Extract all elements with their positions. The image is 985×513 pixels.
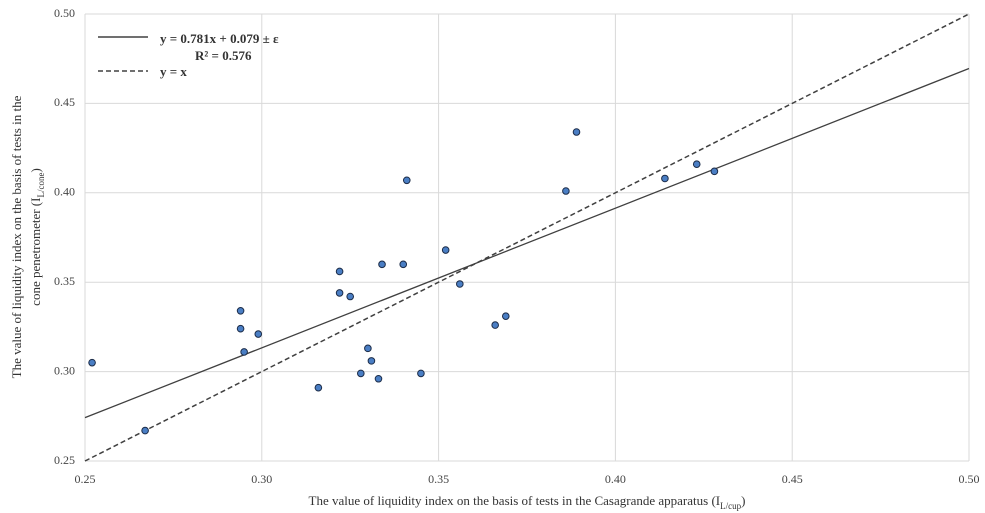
point	[572, 128, 581, 136]
point	[378, 260, 386, 269]
x-tick-label: 0.30	[251, 472, 272, 486]
point	[141, 426, 149, 435]
x-tick-label: 0.45	[782, 472, 803, 486]
point	[335, 267, 344, 276]
point	[357, 369, 365, 378]
x-tick-label: 0.35	[428, 472, 449, 486]
point	[441, 246, 450, 254]
point	[692, 160, 701, 168]
y-tick-label: 0.25	[54, 453, 75, 467]
y-axis-label: The value of liquidity index on the basi…	[9, 95, 24, 378]
point	[456, 280, 464, 288]
point	[236, 307, 245, 315]
y-tick-label: 0.35	[54, 274, 75, 288]
point	[501, 312, 510, 320]
point	[399, 260, 408, 269]
x-tick-label: 0.40	[605, 472, 626, 486]
point	[364, 344, 372, 353]
y-tick-label: 0.45	[54, 95, 75, 109]
x-tick-label: 0.50	[959, 472, 980, 486]
point	[88, 358, 96, 367]
y-tick-label: 0.30	[54, 363, 75, 377]
reference-line	[84, 13, 970, 462]
point	[661, 174, 669, 183]
point	[491, 321, 499, 329]
point	[367, 357, 376, 365]
point	[374, 374, 383, 383]
r-squared: R² = 0.576	[195, 48, 252, 63]
point	[346, 292, 355, 301]
y-axis-label: cone penetrometer (IL/cone)	[28, 168, 46, 306]
y-tick-label: 0.50	[54, 6, 75, 20]
point	[335, 289, 344, 297]
point	[240, 348, 248, 356]
point	[254, 330, 263, 338]
x-tick-label: 0.25	[75, 472, 96, 486]
legend-label: y = x	[160, 64, 187, 79]
point	[236, 324, 245, 333]
point	[402, 176, 411, 185]
y-tick-label: 0.40	[54, 185, 75, 199]
x-axis-label: The value of liquidity index on the basi…	[309, 493, 746, 511]
point	[417, 369, 425, 378]
point	[314, 383, 323, 392]
legend-label: y = 0.781x + 0.079 ± ε	[160, 31, 279, 46]
trend-line	[84, 67, 970, 419]
point	[710, 167, 719, 176]
point	[562, 187, 570, 195]
